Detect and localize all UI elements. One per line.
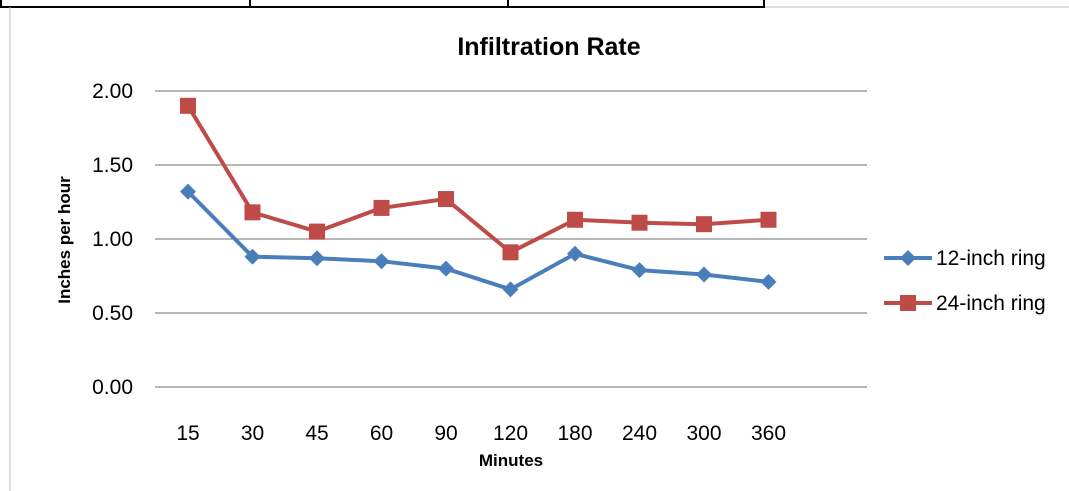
series-line [186,190,769,292]
x-tick-label: 180 [557,422,592,445]
x-tick-label: 120 [493,422,528,445]
y-axis-title: Inches per hour [55,176,74,304]
x-tick-label: 90 [434,422,457,445]
legend-label: 24-inch ring [936,292,1046,315]
x-axis-tick-labels: 15 30 45 60 90 120 180 240 300 360 [176,422,786,445]
x-tick-label: 360 [751,422,786,445]
y-tick-label: 0.50 [92,302,133,325]
series-group [180,97,777,298]
x-tick-label: 30 [241,422,264,445]
data-point-square [567,211,583,228]
legend-label: 12-inch ring [936,247,1046,270]
y-tick-label: 1.00 [92,228,133,251]
series-12-inch-ring [180,183,777,298]
data-point-square [502,244,519,261]
x-tick-label: 45 [305,422,328,445]
data-point-diamond [760,273,777,290]
x-tick-label: 60 [370,422,393,445]
data-point-diamond [180,183,196,200]
x-axis-title: Minutes [479,451,543,470]
legend: 12-inch ring 24-inch ring [884,247,1046,315]
series-24-inch-ring [180,97,777,261]
gridlines [155,90,867,388]
data-point-square [373,199,390,216]
series-line [186,104,769,255]
x-tick-label: 240 [622,422,657,445]
chart-title: Infiltration Rate [457,33,640,61]
data-point-diamond [244,248,261,265]
data-point-square [760,211,777,228]
data-point-diamond [438,260,454,277]
data-point-square [631,214,648,231]
y-tick-label: 2.00 [92,80,133,103]
y-tick-label: 1.50 [92,154,133,177]
data-point-square [244,204,261,221]
data-point-diamond [309,250,325,267]
y-tick-label: 0.00 [92,376,133,399]
x-tick-label: 300 [686,422,721,445]
data-point-diamond [696,266,712,283]
legend-item: 12-inch ring [884,247,1046,270]
data-point-diamond [567,245,583,262]
data-point-diamond [631,262,648,279]
legend-marker-diamond [900,250,916,266]
data-point-square [438,191,454,208]
data-point-square [309,223,325,240]
legend-marker-square [900,295,916,311]
data-point-square [696,216,712,233]
y-axis-tick-labels: 0.00 0.50 1.00 1.50 2.00 [92,80,133,399]
data-point-diamond [502,281,519,298]
legend-item: 24-inch ring [884,292,1046,315]
data-point-square [180,97,196,114]
data-point-diamond [373,253,390,270]
x-tick-label: 15 [176,422,199,445]
